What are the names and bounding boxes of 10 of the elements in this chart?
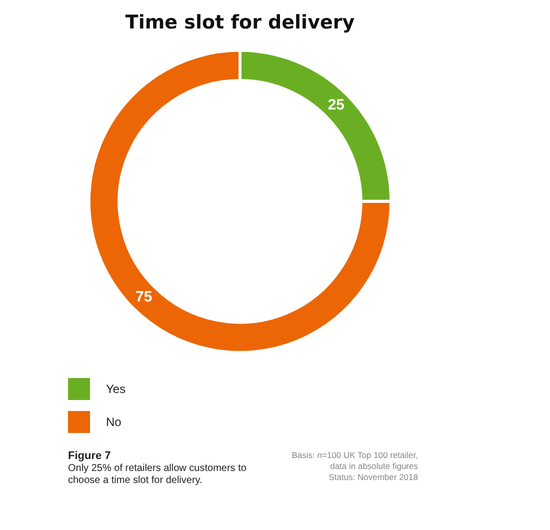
legend-label: No xyxy=(106,414,122,428)
caption: Figure 7 xyxy=(68,450,111,462)
chart-title: Time slot for delivery xyxy=(125,11,356,34)
text: Status: November 2018 xyxy=(328,472,418,483)
legend-label: Yes xyxy=(106,382,126,396)
data-label: 25 xyxy=(328,96,345,114)
text: Basis: n=100 UK Top 100 retailer, xyxy=(292,450,418,461)
data-label: 75 xyxy=(135,288,152,306)
text: Only 25% of retailers allow customers to choose a time slot for delivery. xyxy=(68,463,248,487)
text: data in absolute figures xyxy=(329,461,418,472)
